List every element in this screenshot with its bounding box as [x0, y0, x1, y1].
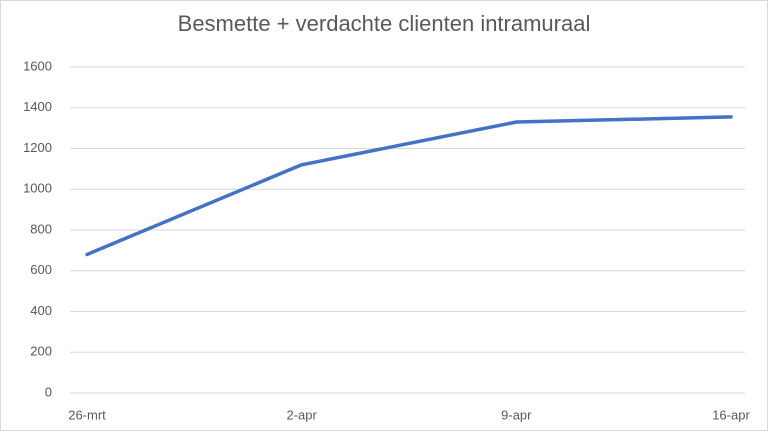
y-tick-label: 800: [30, 221, 52, 236]
x-tick-label: 2-apr: [286, 407, 317, 422]
x-tick-label: 9-apr: [501, 407, 532, 422]
y-tick-label: 0: [45, 384, 52, 399]
data-line: [85, 115, 733, 257]
y-tick-label: 1200: [23, 140, 52, 155]
x-tick-label: 16-apr: [712, 407, 750, 422]
y-tick-label: 600: [30, 262, 52, 277]
y-tick-label: 400: [30, 303, 52, 318]
chart-title: Besmette + verdachte clienten intramuraa…: [178, 11, 591, 36]
x-tick-label: 26-mrt: [68, 407, 106, 422]
y-tick-label: 1000: [23, 181, 52, 196]
y-tick-label: 200: [30, 344, 52, 359]
y-tick-label: 1400: [23, 99, 52, 114]
y-tick-label: 1600: [23, 58, 52, 73]
